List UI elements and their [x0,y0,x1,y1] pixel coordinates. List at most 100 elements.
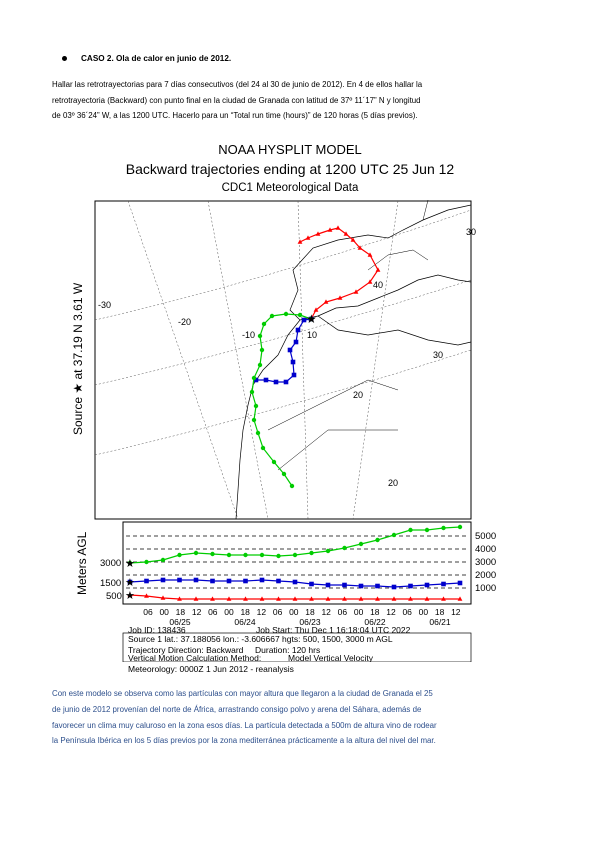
duration: Duration: 120 hrs [255,645,320,655]
map-frame [94,200,472,520]
blue-height-series-point [441,581,446,587]
green-trajectory-point [261,321,267,327]
green-trajectory-point [260,445,266,451]
map-label: 20 [388,478,398,488]
red-trajectory [299,227,379,320]
blue-height-series-point [276,578,281,584]
map-label: 20 [353,390,363,400]
time-tick-label: 18 [370,607,380,617]
blue-height-series-point [226,578,232,584]
blue-height-series-point [292,579,298,585]
left-tick: 500 [106,591,122,602]
time-tick-label: 12 [257,607,267,617]
blue-trajectory-point [291,372,297,378]
blue-height-series-point [457,580,463,586]
date-tick-label: 06/25 [169,617,191,627]
time-tick-label: 00 [159,607,169,617]
source-star-icon: ★ [125,558,135,570]
time-tick-label: 18 [240,607,250,617]
blue-trajectory-point [287,347,293,353]
red-trajectory-point [305,235,311,240]
blue-trajectory-point [273,379,279,385]
time-tick-label: 00 [289,607,299,617]
green-height-series-point [424,527,430,533]
source-star-icon: ★ [306,312,317,326]
time-tick-label: 00 [419,607,429,617]
blue-height-series-point [358,583,364,589]
red-height-series-point [226,596,232,601]
red-height-series-point [325,596,331,601]
red-trajectory-point [367,279,373,284]
green-height-series-point [358,541,364,547]
green-trajectory-point [251,417,257,423]
map-label: -20 [178,317,191,327]
time-tick-label: 12 [321,607,331,617]
time-tick-label: 06 [143,607,153,617]
red-trajectory-point [375,267,381,272]
green-height-series-point [325,548,331,554]
green-height-series-point [193,550,199,556]
source-line: Source 1 lat.: 37.188056 lon.: -3.606667… [128,634,393,644]
time-tick-label: 12 [386,607,396,617]
red-height-series-point [424,596,430,601]
time-tick-label: 00 [224,607,234,617]
time-tick-label: 00 [354,607,364,617]
red-height-series-point [193,596,199,601]
intro-line: de 03º 36´24” W, a las 1200 UTC. Hacerlo… [52,111,418,121]
red-trajectory-point [297,239,303,244]
red-height-series-point [127,592,133,597]
red-height-series-point [375,596,380,601]
red-height-series-point [342,596,347,601]
dashed-lines [126,535,468,589]
blue-height-series-point [375,583,380,589]
green-trajectory-point [271,459,277,465]
green-height-series-point [292,552,298,558]
green-height-series-point [441,525,446,531]
blue-height-series-point [193,577,199,583]
info-box [122,632,472,662]
right-tick: 5000 [475,531,496,542]
red-height-series-point [358,596,364,601]
time-tick-label: 06 [208,607,218,617]
green-trajectory-point [269,313,275,319]
date-tick-label: 06/22 [364,617,386,627]
red-trajectory-point [367,252,373,257]
green-trajectory-point [259,347,265,353]
height-panel [122,521,472,605]
green-height-series-point [408,527,413,533]
green-height-series-point [243,552,248,558]
red-trajectory-point [337,295,343,300]
red-height-series-point [457,596,463,601]
green-height-series-point [391,532,397,538]
blue-trajectory-point [295,327,301,333]
green-trajectory-point [251,375,257,381]
conclusion-line: de junio de 2012 provenían del norte de … [52,704,422,714]
blue-height-series-point [127,579,133,585]
red-trajectory-point [315,231,321,236]
case-heading: CASO 2. Ola de calor en junio de 2012. [81,54,232,63]
green-height-series-point [457,524,463,530]
source-star-icon: ★ [125,590,135,602]
red-trajectory-point [343,231,349,236]
green-height-series-point [160,557,166,563]
blue-height-series-point [309,581,314,587]
blue-trajectory-point [293,339,299,345]
green-height-series-point [375,537,380,543]
right-tick: 3000 [475,557,496,568]
intro-line: retrotrayectoria (Backward) con punto fi… [52,95,421,105]
vertical-method: Vertical Motion Calculation Method: [128,653,261,662]
red-height-series-point [259,596,265,601]
time-tick-label: 18 [176,607,186,617]
conclusion-line: Con este modelo se observa como las part… [52,689,433,698]
date-tick-label: 06/21 [429,617,451,627]
blue-trajectory-point [283,379,289,385]
red-height-series-point [276,596,281,601]
green-trajectory-point [249,389,255,395]
vertical-method-value: Model Vertical Velocity [288,653,374,662]
blue-height-series-point [408,583,413,589]
red-height-series-point [177,596,182,601]
time-tick-label: 12 [451,607,461,617]
red-height-series-point [144,593,149,598]
trajectory-direction: Trajectory Direction: Backward [128,645,244,655]
right-tick: 1000 [475,583,496,594]
